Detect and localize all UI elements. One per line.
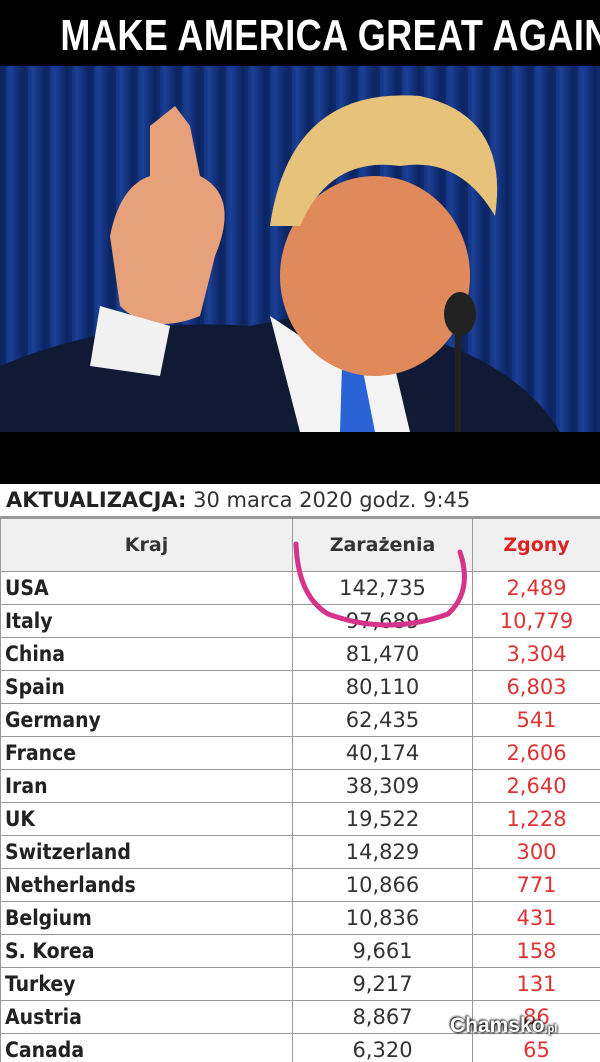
table-row: Netherlands 10,866 771 (0, 868, 600, 902)
country-name: Austria (0, 1000, 293, 1034)
table-row: Canada 6,320 65 (0, 1033, 600, 1062)
watermark-name: Chamsko (450, 1014, 545, 1037)
meme-title: MAKE AMERICA GREAT AGAIN (0, 0, 600, 70)
infections: 9,217 (292, 967, 473, 1001)
table-row: Iran 38,309 2,640 (0, 769, 600, 803)
table-row: Spain 80,110 6,803 (0, 670, 600, 704)
country-name: USA (0, 571, 293, 605)
table-row: China 81,470 3,304 (0, 637, 600, 671)
country-name: Italy (0, 604, 293, 638)
deaths: 2,606 (472, 736, 600, 770)
country-name: Netherlands (0, 868, 293, 902)
infections: 80,110 (292, 670, 473, 704)
column-header: Zarażenia (292, 518, 473, 572)
infections: 9,661 (292, 934, 473, 968)
infections: 14,829 (292, 835, 473, 869)
infections: 8,867 (292, 1000, 473, 1034)
country-name: Germany (0, 703, 293, 737)
photo (0, 66, 600, 432)
deaths: 2,489 (472, 571, 600, 605)
update-label: AKTUALIZACJA: (6, 488, 187, 512)
title-text: MAKE AMERICA GREAT AGAIN (60, 11, 600, 60)
watermark-suffix: .pl (544, 1023, 558, 1035)
infections: 97,689 (292, 604, 473, 638)
country-name: China (0, 637, 293, 671)
deaths: 65 (472, 1033, 600, 1062)
country-name: S. Korea (0, 934, 293, 968)
table-row: Austria 8,867 86 (0, 1000, 600, 1034)
infections: 142,735 (292, 571, 473, 605)
watermark: Chamsko.pl (450, 1014, 557, 1038)
deaths: 771 (472, 868, 600, 902)
country-name: Spain (0, 670, 293, 704)
deaths: 300 (472, 835, 600, 869)
column-header: Kraj (0, 518, 293, 572)
header-row: Kraj Zarażenia Zgony (0, 518, 600, 572)
infections: 19,522 (292, 802, 473, 836)
table-row: UK 19,522 1,228 (0, 802, 600, 836)
deaths: 10,779 (472, 604, 600, 638)
column-header: Zgony (472, 518, 600, 572)
infections: 62,435 (292, 703, 473, 737)
table-row: Belgium 10,836 431 (0, 901, 600, 935)
data-table: Kraj Zarażenia Zgony USA 142,735 2,489 Ital… (0, 518, 600, 1062)
table-row: France 40,174 2,606 (0, 736, 600, 770)
table-row: Italy 97,689 10,779 (0, 604, 600, 638)
country-name: Belgium (0, 901, 293, 935)
deaths: 131 (472, 967, 600, 1001)
country-name: Canada (0, 1033, 293, 1062)
infections: 10,836 (292, 901, 473, 935)
table: AKTUALIZACJA: 30 marca 2020 godz. 9:45 K… (0, 484, 600, 1062)
table-row: USA 142,735 2,489 (0, 571, 600, 605)
infections: 38,309 (292, 769, 473, 803)
infections: 10,866 (292, 868, 473, 902)
table-row: Turkey 9,217 131 (0, 967, 600, 1001)
table-row: S. Korea 9,661 158 (0, 934, 600, 968)
table-row: Switzerland 14,829 300 (0, 835, 600, 869)
deaths: 541 (472, 703, 600, 737)
infections: 40,174 (292, 736, 473, 770)
deaths: 2,640 (472, 769, 600, 803)
infections: 81,470 (292, 637, 473, 671)
deaths: 1,228 (472, 802, 600, 836)
country-name: Turkey (0, 967, 293, 1001)
deaths: 158 (472, 934, 600, 968)
update-line: AKTUALIZACJA: 30 marca 2020 godz. 9:45 (0, 484, 600, 518)
deaths: 6,803 (472, 670, 600, 704)
infections: 6,320 (292, 1033, 473, 1062)
update-date: 30 marca 2020 godz. 9:45 (193, 488, 471, 512)
table-body: USA 142,735 2,489 Italy 97,689 10,779 China 81,… (0, 571, 600, 1062)
country-name: Iran (0, 769, 293, 803)
table-row: Germany 62,435 541 (0, 703, 600, 737)
country-name: Switzerland (0, 835, 293, 869)
country-name: France (0, 736, 293, 770)
country-name: UK (0, 802, 293, 836)
deaths: 3,304 (472, 637, 600, 671)
deaths: 431 (472, 901, 600, 935)
deaths: 86 (472, 1000, 600, 1034)
